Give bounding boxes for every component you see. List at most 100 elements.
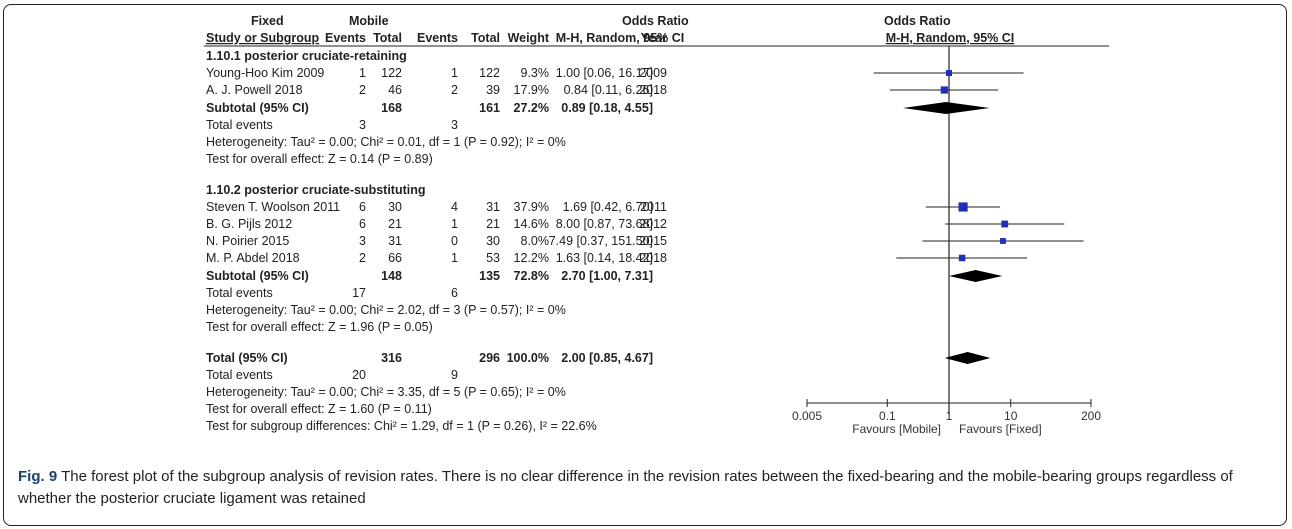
total-events-label: Total events xyxy=(206,286,273,300)
point-estimate xyxy=(940,86,948,94)
favours-left-label: Favours [Mobile] xyxy=(852,422,941,436)
study-events-mobile: 1 xyxy=(451,66,458,80)
header-fixed: Fixed xyxy=(251,14,284,28)
study-rows: Young-Hoo Kim 2009 1 122 1 122 9.3% 1.00 [0.06… xyxy=(206,66,667,97)
study-year: 2018 xyxy=(639,251,667,265)
figure-caption: Fig. 9 The forest plot of the subgroup a… xyxy=(18,466,1276,510)
header-study: Study or Subgroup xyxy=(206,31,320,45)
study-total-fixed: 21 xyxy=(388,217,402,231)
total-events-mobile: 3 xyxy=(451,118,458,132)
point-estimate xyxy=(958,254,966,262)
forest-markers xyxy=(873,69,1084,364)
study-name: M. P. Abdel 2018 xyxy=(206,251,300,265)
point-estimate xyxy=(1000,238,1006,244)
subtotal-weight: 27.2% xyxy=(514,101,549,115)
heterogeneity-text: Heterogeneity: Tau² = 0.00; Chi² = 0.01,… xyxy=(206,135,566,149)
study-events-mobile: 0 xyxy=(451,234,458,248)
study-ci: 1.69 [0.42, 6.70] xyxy=(563,200,653,214)
subtotal-total-fixed: 148 xyxy=(381,269,402,283)
total-events-fixed: 17 xyxy=(352,286,366,300)
study-total-mobile: 21 xyxy=(486,217,500,231)
pooled-diamond xyxy=(944,352,991,364)
header-total-fixed: Total xyxy=(373,31,402,45)
subtotal-total-fixed: 168 xyxy=(381,101,402,115)
total-weight: 100.0% xyxy=(507,351,549,365)
overall-effect-text: Test for overall effect: Z = 0.14 (P = 0… xyxy=(206,152,433,166)
study-events-fixed: 3 xyxy=(359,234,366,248)
subtotal-label: Subtotal (95% CI) xyxy=(206,101,309,115)
figure-frame: Fixed Mobile Odds Ratio Odds Ratio Study… xyxy=(3,4,1287,526)
header-year: Year xyxy=(641,31,668,45)
point-estimate xyxy=(1001,220,1009,228)
study-rows: Steven T. Woolson 2011 6 30 4 31 37.9% 1.69 [0… xyxy=(206,200,667,265)
study-events-mobile: 2 xyxy=(451,83,458,97)
subgroup-differences-text: Test for subgroup differences: Chi² = 1.… xyxy=(206,419,597,433)
study-name: Steven T. Woolson 2011 xyxy=(206,200,340,214)
study-ci: 1.00 [0.06, 16.17] xyxy=(556,66,653,80)
total-events-mobile: 6 xyxy=(451,286,458,300)
header-events-fixed: Events xyxy=(325,31,366,45)
study-total-mobile: 53 xyxy=(486,251,500,265)
study-events-fixed: 2 xyxy=(359,251,366,265)
subtotal-total-mobile: 135 xyxy=(479,269,500,283)
tick-label: 200 xyxy=(1081,409,1101,423)
study-total-mobile: 31 xyxy=(486,200,500,214)
subtotal-label: Subtotal (95% CI) xyxy=(206,269,309,283)
study-total-fixed: 46 xyxy=(388,83,402,97)
study-total-fixed: 31 xyxy=(388,234,402,248)
total-label: Total (95% CI) xyxy=(206,351,288,365)
study-year: 2011 xyxy=(640,200,667,214)
study-ci: 1.63 [0.14, 18.42] xyxy=(556,251,653,265)
study-name: A. J. Powell 2018 xyxy=(206,83,303,97)
pooled-diamond xyxy=(903,102,990,114)
study-events-fixed: 1 xyxy=(359,66,366,80)
study-total-fixed: 30 xyxy=(388,200,402,214)
subtotal-total-mobile: 161 xyxy=(479,101,500,115)
header-mobile: Mobile xyxy=(349,14,389,28)
study-weight: 17.9% xyxy=(514,83,549,97)
study-total-fixed: 66 xyxy=(388,251,402,265)
study-weight: 8.0% xyxy=(521,234,550,248)
caption-text: The forest plot of the subgroup analysis… xyxy=(18,468,1233,507)
subgroup-title: 1.10.2 posterior cruciate-substituting xyxy=(206,183,426,197)
favours-right-label: Favours [Fixed] xyxy=(959,422,1042,436)
study-events-mobile: 1 xyxy=(451,217,458,231)
study-name: Young-Hoo Kim 2009 xyxy=(206,66,324,80)
total-events-label: Total events xyxy=(206,118,273,132)
study-year: 2009 xyxy=(639,66,667,80)
point-estimate xyxy=(958,202,968,212)
study-total-mobile: 39 xyxy=(486,83,500,97)
header-weight: Weight xyxy=(508,31,550,45)
study-events-mobile: 1 xyxy=(451,251,458,265)
study-weight: 12.2% xyxy=(514,251,549,265)
subtotal-ci: 2.70 [1.00, 7.31] xyxy=(561,269,653,283)
header-events-mobile: Events xyxy=(417,31,458,45)
total-ci: 2.00 [0.85, 4.67] xyxy=(561,351,653,365)
study-ci: 0.84 [0.11, 6.26] xyxy=(564,83,653,97)
total-events-label: Total events xyxy=(206,368,273,382)
tick-label: 0.005 xyxy=(792,409,822,423)
subgroup-title: 1.10.1 posterior cruciate-retaining xyxy=(206,49,407,63)
subtotal-weight: 72.8% xyxy=(514,269,549,283)
study-events-fixed: 2 xyxy=(359,83,366,97)
study-total-mobile: 122 xyxy=(479,66,500,80)
study-year: 2015 xyxy=(639,234,667,248)
header-odds-ratio: Odds Ratio xyxy=(622,14,689,28)
heterogeneity-text: Heterogeneity: Tau² = 0.00; Chi² = 2.02,… xyxy=(206,303,566,317)
total-total-fixed: 316 xyxy=(381,351,402,365)
total-events-fixed: 3 xyxy=(359,118,366,132)
study-events-mobile: 4 xyxy=(451,200,458,214)
header-method-plot: M-H, Random, 95% CI xyxy=(886,31,1015,45)
point-estimate xyxy=(945,69,953,77)
study-name: B. G. Pijls 2012 xyxy=(206,217,292,231)
total-events-mobile: 9 xyxy=(451,368,458,382)
x-axis-ticks: 0.005 0.1 1 10 200 xyxy=(792,399,1101,423)
study-name: N. Poirier 2015 xyxy=(206,234,289,248)
subtotal-ci: 0.89 [0.18, 4.55] xyxy=(561,101,653,115)
overall-effect-text: Test for overall effect: Z = 1.60 (P = 0… xyxy=(206,402,432,416)
study-total-fixed: 122 xyxy=(381,66,402,80)
study-year: 2018 xyxy=(639,83,667,97)
total-events-fixed: 20 xyxy=(352,368,366,382)
study-ci: 8.00 [0.87, 73.68] xyxy=(556,217,653,231)
study-events-fixed: 6 xyxy=(359,217,366,231)
